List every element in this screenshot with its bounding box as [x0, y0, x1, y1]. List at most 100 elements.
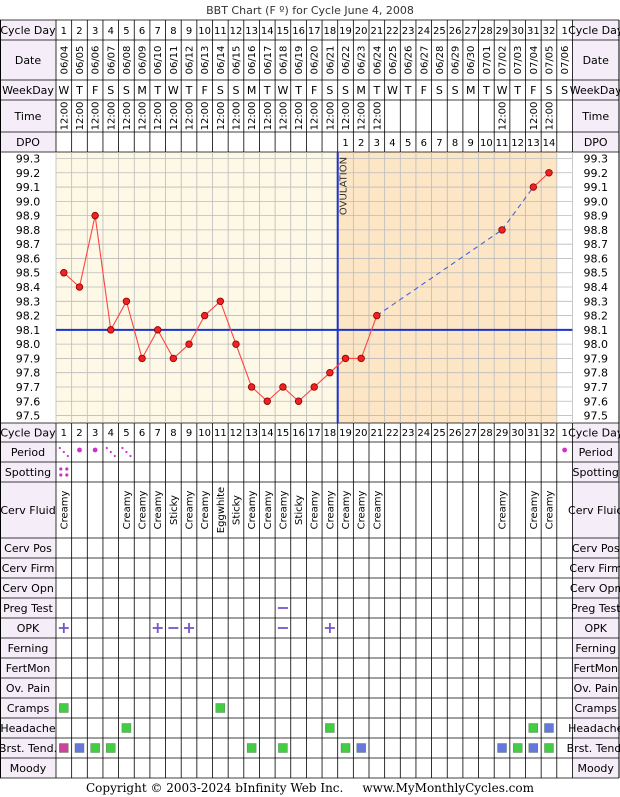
time-cell: 12:00	[106, 102, 117, 131]
headache-label-left: Headache	[0, 722, 56, 735]
cramps-mark	[215, 703, 226, 713]
y-tick-label: 97.9	[583, 352, 608, 365]
cerv-firm-label-right: Cerv Firm	[569, 562, 620, 575]
headache-label-right: Headache	[568, 722, 620, 735]
cerv-fluid-cell: Creamy	[153, 491, 164, 530]
date-cell: 06/24	[372, 46, 383, 75]
time-cell: 12:00	[231, 102, 242, 131]
weekday-cell: F	[311, 84, 317, 97]
y-tick-label: 97.9	[16, 352, 41, 365]
brst-tend-mark	[106, 743, 116, 753]
time-cell: 12:00	[278, 102, 289, 131]
opk-label-right: OPK	[584, 622, 607, 635]
cycle-day-cell: 2	[76, 26, 82, 37]
headache-mark	[325, 723, 335, 733]
time-cell: 12:00	[59, 102, 70, 131]
y-tick-label: 98.1	[16, 324, 41, 337]
temp-point	[294, 397, 303, 405]
cycle-day-cell: 8	[170, 26, 176, 37]
cycle-day-cell: 3	[92, 26, 98, 37]
period-heavy-mark	[92, 447, 98, 453]
weekday-cell: W	[277, 84, 288, 97]
cycle-day-cell: 19	[339, 428, 352, 439]
cerv-fluid-cell: Creamy	[59, 491, 70, 530]
cycle-day-cell: 27	[464, 26, 477, 37]
time-cell: 12:00	[341, 102, 352, 131]
weekday-cell: F	[202, 84, 208, 97]
y-tick-label: 98.0	[16, 338, 41, 351]
temp-point	[60, 269, 68, 277]
temp-point	[529, 183, 538, 191]
chart-title: BBT Chart (F º) for Cycle June 4, 2008	[206, 4, 414, 17]
period-light-mark	[113, 454, 116, 458]
time-cell: 12:00	[263, 102, 274, 131]
brst-tend-mark	[59, 743, 69, 753]
date-cell: 06/29	[451, 46, 462, 75]
dpo-cell: 6	[421, 138, 427, 149]
cerv-fluid-cell: Creamy	[200, 491, 211, 530]
weekday-cell: T	[513, 84, 521, 97]
date-cell: 06/27	[419, 46, 430, 75]
cycle-day-cell: 20	[355, 26, 368, 37]
time-label-right: Time	[581, 110, 609, 123]
cerv-fluid-cell: Sticky	[231, 495, 242, 525]
cycle-day-cell: 28	[480, 428, 493, 439]
headache-mark	[544, 723, 554, 733]
weekday-cell: S	[123, 84, 130, 97]
weekday-cell: T	[482, 84, 490, 97]
weekday-cell: F	[92, 84, 98, 97]
cycle-day-cell: 12	[230, 428, 243, 439]
date-cell: 06/17	[263, 46, 274, 75]
temp-point	[232, 340, 240, 348]
y-tick-label: 98.3	[16, 295, 41, 308]
time-cell: 12:00	[138, 102, 149, 131]
ferning-label-left: Ferning	[8, 642, 49, 655]
cycle-day-cell: 23	[402, 26, 415, 37]
cerv-fluid-cell: Creamy	[529, 491, 540, 530]
temp-point	[373, 311, 381, 320]
temp-line	[157, 329, 174, 359]
date-cell: 06/12	[185, 46, 196, 75]
spotting-label-right: Spotting	[573, 466, 619, 479]
cerv-fluid-cell: Creamy	[310, 491, 321, 530]
dpo-label-left: DPO	[16, 136, 40, 149]
ferning-label-right: Ferning	[575, 642, 616, 655]
cycle-day-cell: 23	[402, 428, 415, 439]
cycle-day-cell: 2	[76, 428, 82, 439]
temp-point	[185, 340, 193, 348]
time-cell: 12:00	[294, 102, 305, 131]
cerv-pos-label-left: Cerv Pos	[4, 542, 52, 555]
temp-point	[169, 354, 178, 363]
time-cell: 12:00	[153, 102, 164, 131]
y-tick-label: 99.1	[16, 181, 41, 194]
date-cell: 07/02	[498, 46, 509, 75]
weekday-cell: T	[372, 84, 380, 97]
headache-mark	[528, 723, 539, 733]
copyright-text: Copyright © 2003-2024 bInfinity Web Inc.…	[86, 781, 535, 795]
weekday-cell: S	[545, 84, 552, 97]
y-tick-label: 99.2	[16, 167, 41, 180]
right-header-bg	[572, 20, 619, 152]
cycle-day-cell: 26	[449, 26, 462, 37]
cycle-day-cell: 12	[230, 26, 243, 37]
brst-tend-mark	[90, 743, 100, 753]
y-tick-label: 98.6	[16, 252, 41, 265]
y-tick-label: 99.3	[583, 153, 608, 166]
date-cell: 06/07	[106, 46, 117, 75]
moody-label-left: Moody	[10, 762, 47, 775]
y-tick-label: 97.6	[583, 395, 608, 408]
period-light-mark	[121, 446, 124, 450]
date-cell: 06/10	[153, 46, 164, 75]
temp-line	[125, 301, 143, 359]
weekday-cell: F	[530, 84, 536, 97]
headache-mark	[121, 723, 132, 733]
cycle-day-cell: 13	[245, 428, 258, 439]
brst-tend-mark	[497, 743, 507, 753]
y-tick-label: 99.2	[583, 167, 608, 180]
weekday-label-right: WeekDay	[570, 84, 620, 97]
cycle-day-cell: 18	[324, 26, 337, 37]
cycle-day-cell: 4	[108, 26, 114, 37]
cycle-day-cell: 31	[527, 428, 540, 439]
cerv-fluid-cell: Creamy	[278, 491, 289, 530]
cycle-day-cell: 11	[214, 26, 227, 37]
